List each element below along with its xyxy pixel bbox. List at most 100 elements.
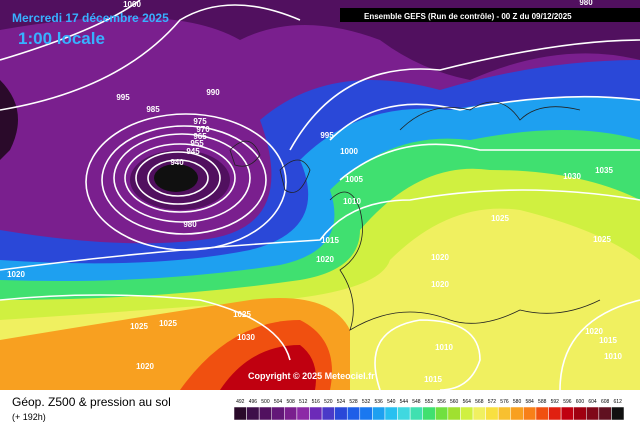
isobar-label: 965: [193, 132, 207, 141]
scale-label: 508: [286, 399, 295, 405]
forecast-time: 1:00 locale: [18, 29, 105, 48]
scale-label: 604: [588, 399, 597, 405]
copyright: Copyright © 2025 Meteociel.fr: [248, 371, 375, 381]
scale-label: 580: [513, 399, 522, 405]
isobar-label: 1015: [599, 336, 617, 345]
isobar-label: 995: [320, 131, 334, 140]
scale-label: 576: [500, 399, 509, 405]
scale-swatch: [384, 406, 398, 421]
scale-swatch: [359, 406, 373, 421]
isobar-label: 1000: [340, 147, 358, 156]
scale-label: 600: [576, 399, 585, 405]
scale-label: 536: [375, 399, 384, 405]
isobar-label: 1025: [233, 310, 251, 319]
isobar-label: 1020: [585, 327, 603, 336]
scale-swatch: [560, 406, 574, 421]
isobar-label: 940: [170, 158, 184, 167]
scale-swatch: [535, 406, 549, 421]
scale-label: 528: [349, 399, 358, 405]
scale-swatch: [460, 406, 474, 421]
scale-swatch: [523, 406, 537, 421]
isobar-label: 1025: [491, 214, 509, 223]
scale-label: 596: [563, 399, 572, 405]
scale-label: 584: [525, 399, 534, 405]
isobar-label: 1020: [431, 280, 449, 289]
scale-swatch: [372, 406, 386, 421]
scale-label: 504: [274, 399, 283, 405]
scale-swatch: [258, 406, 272, 421]
isobar-label: 1015: [424, 375, 442, 384]
scale-label: 540: [387, 399, 396, 405]
isobar-label: 1010: [435, 343, 453, 352]
scale-label: 520: [324, 399, 333, 405]
scale-label: 560: [450, 399, 459, 405]
scale-label: 572: [488, 399, 497, 405]
map-title: Géop. Z500 & pression au sol: [12, 395, 171, 409]
isobar-label: 955: [190, 139, 204, 148]
scale-label: 592: [551, 399, 560, 405]
scale-label: 568: [475, 399, 484, 405]
scale-swatch: [422, 406, 436, 421]
scale-swatch: [246, 406, 260, 421]
isobar-label: 1025: [159, 319, 177, 328]
isobar-label: 1000: [123, 0, 141, 9]
isobar-label: 1005: [345, 175, 363, 184]
scale-label: 556: [437, 399, 446, 405]
scale-swatch: [321, 406, 335, 421]
isobar-label: 970: [196, 125, 210, 134]
isobar-label: 1020: [431, 253, 449, 262]
isobar-label: 990: [206, 88, 220, 97]
color-scale: 492 496 500 504 508 512 516 520 524 528 532 536 540 5…: [233, 399, 625, 421]
map-field: [0, 0, 640, 390]
scale-swatch: [309, 406, 323, 421]
isobar-label: 1010: [343, 197, 361, 206]
scale-swatch: [296, 406, 310, 421]
scale-swatch: [598, 406, 612, 421]
forecast-date: Mercredi 17 décembre 2025: [12, 11, 169, 25]
scale-label: 548: [412, 399, 421, 405]
isobar-label: 995: [116, 93, 130, 102]
scale-label: 532: [362, 399, 371, 405]
scale-label: 516: [312, 399, 321, 405]
scale-label: 544: [400, 399, 409, 405]
scale-swatch: [611, 406, 625, 421]
scale-swatch: [346, 406, 361, 421]
isobar-label: 945: [186, 147, 200, 156]
scale-swatch: [397, 406, 411, 421]
scale-swatch: [409, 406, 423, 421]
run-banner: [340, 8, 640, 22]
isobar-label: 1025: [593, 235, 611, 244]
isobar-label: 980: [579, 0, 593, 7]
isobar-label: 1020: [136, 362, 154, 371]
scale-label: 564: [463, 399, 472, 405]
isobar-label: 1020: [7, 270, 25, 279]
scale-swatch: [447, 406, 461, 421]
scale-swatch: [548, 406, 562, 421]
scale-label: 588: [538, 399, 547, 405]
scale-label: 512: [299, 399, 308, 405]
scale-label: 492: [236, 399, 245, 405]
isobar-label: 1030: [237, 333, 255, 342]
isobar-label: 975: [193, 117, 207, 126]
scale-label: 524: [337, 399, 346, 405]
scale-swatch: [586, 406, 600, 421]
isobar-label: 985: [146, 105, 160, 114]
isobars: [0, 0, 640, 390]
scale-swatch: [510, 406, 524, 421]
scale-swatch: [497, 406, 512, 421]
scale-label: 612: [614, 399, 623, 405]
run-info: Ensemble GEFS (Run de contrôle) - 00 Z d…: [364, 12, 572, 21]
scale-label: 608: [601, 399, 610, 405]
scale-swatch: [271, 406, 285, 421]
scale-swatch: [573, 406, 587, 421]
isobar-label: 1020: [316, 255, 334, 264]
isobar-label: 980: [183, 220, 197, 229]
scale-swatch: [233, 406, 247, 421]
scale-swatch: [334, 406, 348, 421]
scale-swatch: [472, 406, 486, 421]
isobar-label: 1030: [563, 172, 581, 181]
scale-swatch: [485, 406, 499, 421]
scale-label: 500: [261, 399, 270, 405]
